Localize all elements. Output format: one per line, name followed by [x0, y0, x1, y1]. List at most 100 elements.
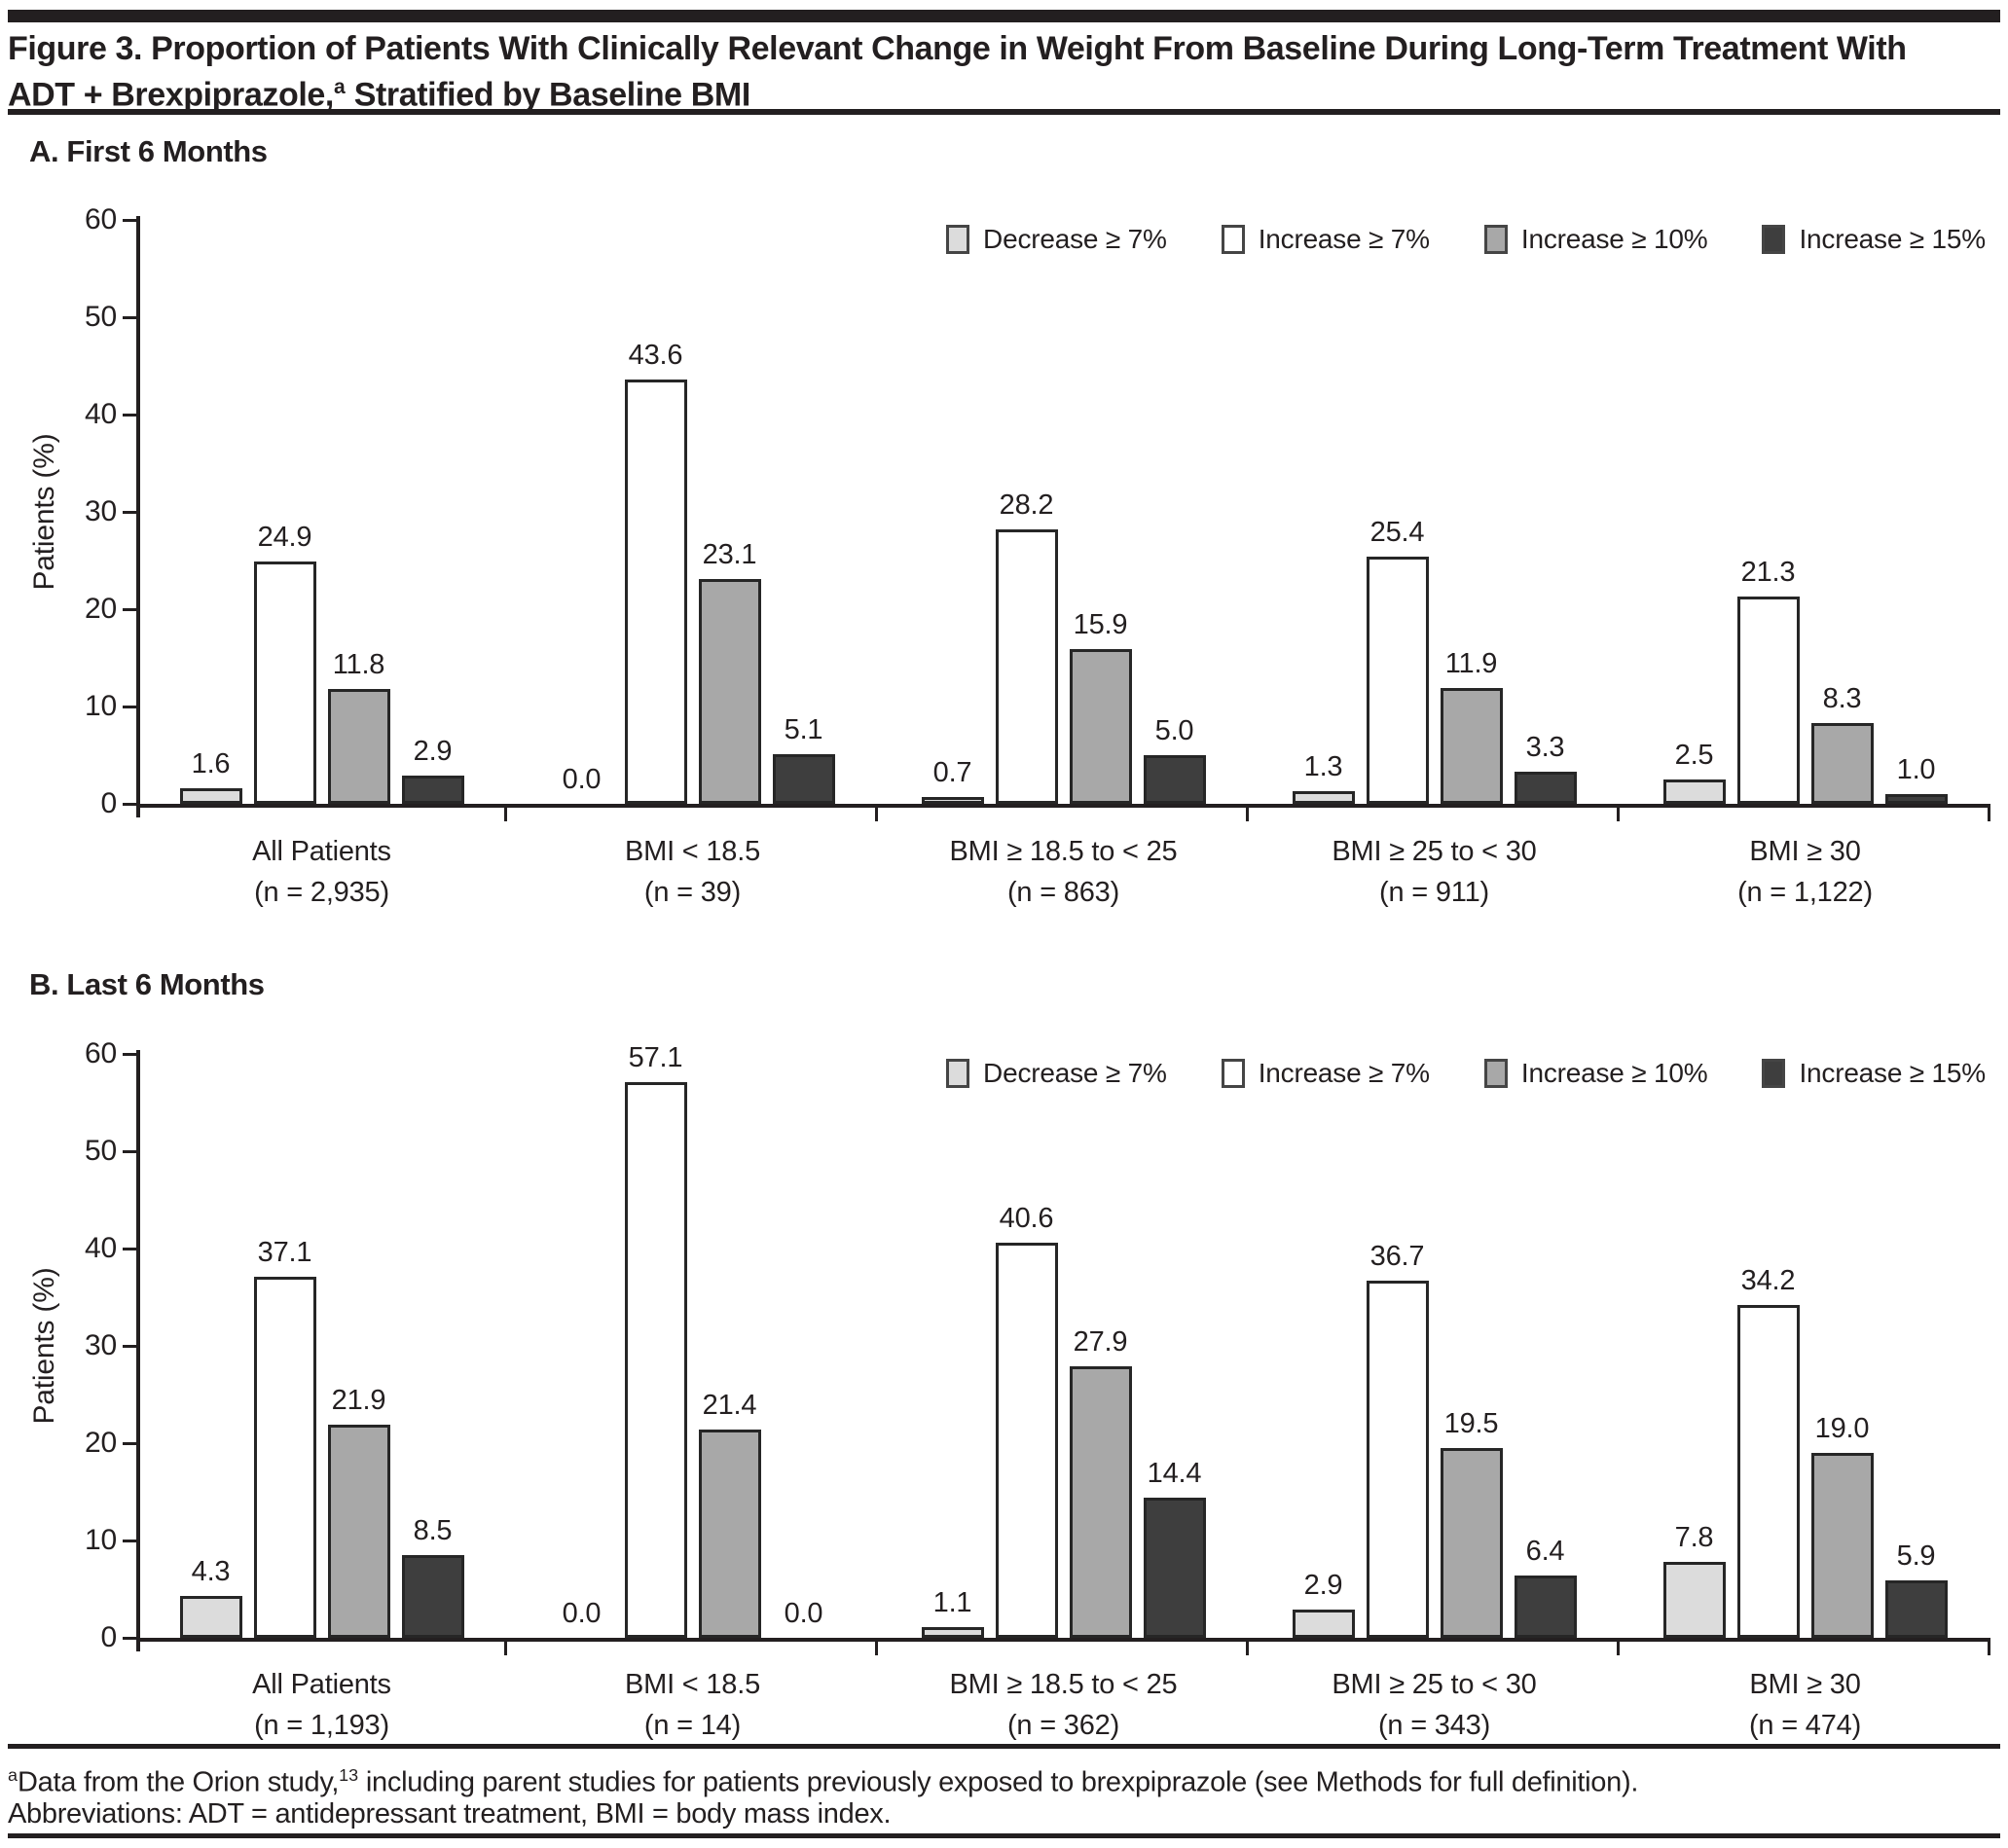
- bar-value-label: 1.0: [1896, 754, 1936, 785]
- bar-value-label: 21.3: [1740, 557, 1796, 588]
- category-label: All Patients: [252, 1669, 391, 1700]
- bar-increase-15: [1143, 755, 1206, 804]
- bar-value-label: 43.6: [628, 340, 683, 371]
- category-n: (n = 14): [643, 1710, 742, 1741]
- bar-value-label: 24.9: [257, 522, 312, 553]
- x-axis-line: [136, 804, 1990, 808]
- category-label: BMI ≥ 18.5 to < 25: [949, 836, 1178, 867]
- figure-title-line2: ADT + Brexpiprazole,: [8, 76, 334, 114]
- panel-a-heading: A. First 6 Months: [29, 134, 268, 168]
- panel-b-heading: B. Last 6 Months: [29, 967, 265, 1001]
- bar-value-label: 8.5: [413, 1515, 453, 1546]
- y-tick: [123, 803, 136, 806]
- category-n: (n = 1,193): [254, 1710, 389, 1741]
- legend-swatch-increase-7: [1221, 225, 1245, 254]
- legend-item-increase-7: Increase ≥ 7%: [1221, 224, 1430, 255]
- y-tick-label: 20: [85, 1427, 117, 1459]
- bar-value-label: 0.0: [562, 764, 602, 795]
- x-tick: [1617, 808, 1620, 821]
- y-tick-label: 20: [85, 593, 117, 625]
- y-tick-label: 60: [85, 1037, 117, 1069]
- x-tick: [875, 1642, 878, 1655]
- category-label: BMI ≥ 25 to < 30: [1332, 836, 1537, 867]
- legend-swatch-decrease-7: [946, 1059, 970, 1088]
- bar-value-label: 1.6: [191, 748, 231, 779]
- y-tick: [123, 414, 136, 417]
- bar-value-label: 0.7: [932, 757, 972, 788]
- bar-increase-7: [995, 529, 1058, 804]
- bar-increase-10: [327, 1425, 390, 1638]
- figure-title-line2-end: Stratified by Baseline BMI: [345, 76, 751, 114]
- legend-item-decrease-7: Decrease ≥ 7%: [946, 1058, 1167, 1089]
- legend: Decrease ≥ 7% Increase ≥ 7% Increase ≥ 10%…: [946, 1058, 1986, 1089]
- y-tick: [123, 1150, 136, 1153]
- category-label: BMI ≥ 18.5 to < 25: [949, 1669, 1178, 1700]
- bar-decrease-7: [1292, 791, 1355, 804]
- y-tick-label: 50: [85, 1135, 117, 1167]
- x-tick: [504, 808, 507, 821]
- bottom-rule: [8, 1833, 2000, 1838]
- bar-value-label: 8.3: [1822, 683, 1862, 714]
- legend-label: Increase ≥ 15%: [1799, 224, 1986, 254]
- legend-swatch-increase-10: [1483, 1059, 1508, 1088]
- category-label: BMI < 18.5: [624, 1669, 761, 1700]
- bar-increase-10: [1810, 723, 1874, 804]
- legend-item-increase-15: Increase ≥ 15%: [1762, 224, 1986, 255]
- bar-value-label: 7.8: [1674, 1522, 1714, 1553]
- bar-increase-15: [772, 754, 835, 804]
- x-tick: [875, 808, 878, 821]
- bar-value-label: 11.8: [332, 649, 385, 680]
- bar-increase-15: [1514, 1576, 1577, 1638]
- bar-increase-15: [1884, 794, 1948, 804]
- category-label: BMI ≥ 25 to < 30: [1332, 1669, 1537, 1700]
- bar-value-label: 3.3: [1525, 732, 1565, 763]
- bar-value-label: 2.5: [1674, 740, 1714, 771]
- category-label: BMI ≥ 30: [1749, 1669, 1861, 1700]
- x-tick: [1988, 808, 1990, 821]
- bar-value-label: 2.9: [413, 736, 453, 767]
- legend-swatch-increase-15: [1762, 1059, 1786, 1088]
- category-n: (n = 343): [1377, 1710, 1491, 1741]
- bar-value-label: 5.1: [784, 714, 823, 745]
- y-tick-label: 30: [85, 495, 117, 527]
- y-tick-label: 0: [100, 1621, 118, 1653]
- bar-increase-7: [253, 1277, 316, 1638]
- bar-value-label: 5.0: [1154, 715, 1194, 746]
- bar-value-label: 5.9: [1896, 1540, 1936, 1572]
- bar-increase-10: [1440, 1448, 1503, 1638]
- bar-value-label: 19.5: [1443, 1408, 1499, 1439]
- bar-increase-10: [1440, 688, 1503, 804]
- y-tick: [123, 1345, 136, 1348]
- footnote-marker: a: [8, 1765, 18, 1785]
- y-tick-label: 10: [85, 690, 117, 722]
- bar-value-label: 28.2: [999, 489, 1054, 521]
- bar-decrease-7: [1662, 779, 1726, 804]
- footnote-abbreviations: Abbreviations: ADT = antidepressant trea…: [8, 1798, 892, 1830]
- legend-label: Decrease ≥ 7%: [983, 224, 1167, 254]
- y-axis-line: [136, 216, 140, 817]
- bar-increase-7: [1366, 557, 1429, 804]
- bar-value-label: 21.9: [331, 1385, 386, 1416]
- y-tick-label: 10: [85, 1524, 117, 1556]
- y-tick: [123, 1248, 136, 1250]
- footnote-rule: [8, 1744, 2000, 1749]
- category-n: (n = 362): [1006, 1710, 1120, 1741]
- legend-swatch-increase-7: [1221, 1059, 1245, 1088]
- bar-decrease-7: [921, 1627, 984, 1638]
- bar-increase-10: [698, 1430, 761, 1638]
- bar-increase-15: [1143, 1498, 1206, 1638]
- legend-swatch-increase-15: [1762, 225, 1786, 254]
- bar-increase-7: [1736, 1305, 1800, 1638]
- bar-value-label: 34.2: [1740, 1265, 1796, 1296]
- y-tick-label: 30: [85, 1329, 117, 1361]
- legend-label: Increase ≥ 10%: [1520, 1058, 1708, 1088]
- x-tick: [1246, 808, 1249, 821]
- bar-increase-15: [401, 1555, 464, 1638]
- y-tick: [123, 511, 136, 514]
- footnote-text-end: including parent studies for patients pr…: [358, 1766, 1639, 1798]
- bar-increase-7: [1366, 1281, 1429, 1638]
- y-tick: [123, 1442, 136, 1445]
